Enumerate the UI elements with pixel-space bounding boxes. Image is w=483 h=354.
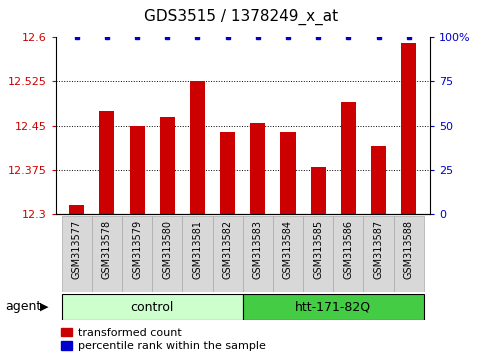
Legend: transformed count, percentile rank within the sample: transformed count, percentile rank withi…: [61, 328, 266, 351]
Bar: [183, 216, 213, 292]
Text: GSM313587: GSM313587: [373, 220, 384, 279]
Text: GSM313581: GSM313581: [192, 220, 202, 279]
Bar: [364, 216, 394, 292]
Bar: [220, 132, 235, 214]
Bar: [129, 126, 144, 214]
Bar: [92, 216, 122, 292]
Bar: [250, 123, 265, 214]
Bar: [152, 216, 183, 292]
Text: control: control: [130, 301, 174, 314]
Bar: [394, 216, 424, 292]
Bar: [273, 216, 303, 292]
Text: GSM313584: GSM313584: [283, 220, 293, 279]
Text: GSM313582: GSM313582: [223, 220, 233, 279]
Text: GSM313588: GSM313588: [404, 220, 414, 279]
Text: GSM313585: GSM313585: [313, 220, 323, 279]
Bar: [213, 216, 243, 292]
Bar: [122, 216, 152, 292]
Bar: [190, 81, 205, 214]
Bar: [160, 117, 175, 214]
Bar: [281, 132, 296, 214]
Text: GDS3515 / 1378249_x_at: GDS3515 / 1378249_x_at: [144, 9, 339, 25]
Text: GSM313579: GSM313579: [132, 220, 142, 279]
Bar: [371, 146, 386, 214]
Bar: [303, 216, 333, 292]
Bar: [341, 102, 356, 214]
Text: GSM313586: GSM313586: [343, 220, 354, 279]
Bar: [311, 167, 326, 214]
Bar: [243, 216, 273, 292]
Bar: [401, 43, 416, 214]
Text: GSM313577: GSM313577: [71, 220, 82, 279]
Bar: [62, 216, 92, 292]
Bar: [99, 111, 114, 214]
Text: GSM313583: GSM313583: [253, 220, 263, 279]
Text: agent: agent: [5, 301, 41, 313]
Bar: [333, 216, 364, 292]
Bar: [62, 294, 243, 320]
Text: GSM313580: GSM313580: [162, 220, 172, 279]
Text: GSM313578: GSM313578: [102, 220, 112, 279]
Text: htt-171-82Q: htt-171-82Q: [295, 301, 371, 314]
Text: ▶: ▶: [40, 302, 48, 312]
Bar: [243, 294, 424, 320]
Bar: [69, 205, 84, 214]
